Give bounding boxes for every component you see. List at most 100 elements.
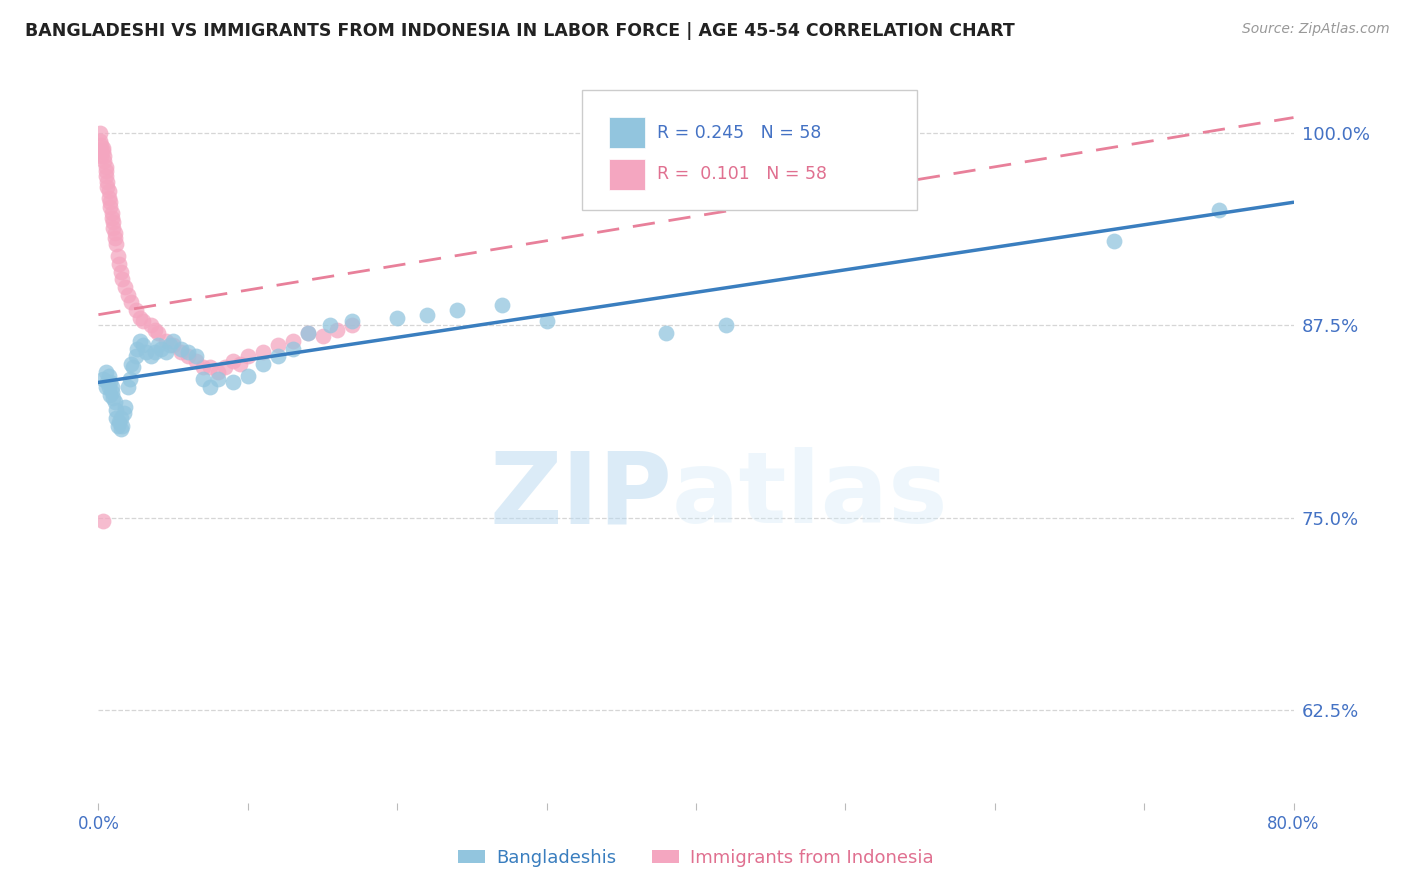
Point [94, 380, 117, 394]
Point [110, 410, 132, 425]
Point [281, 342, 304, 356]
Point [94, 365, 117, 379]
Point [117, 287, 139, 301]
Point [342, 314, 364, 328]
Point [143, 344, 166, 359]
Point [96, 179, 118, 194]
Point [446, 303, 468, 318]
Point [104, 230, 127, 244]
Point [110, 264, 132, 278]
Point [143, 323, 166, 337]
Point [125, 349, 148, 363]
Point [229, 357, 252, 371]
Point [169, 342, 191, 356]
Text: R = 0.245   N = 58: R = 0.245 N = 58 [657, 124, 821, 142]
Point [536, 314, 558, 328]
Point [127, 342, 149, 356]
Point [655, 326, 678, 340]
Point [252, 357, 274, 371]
Point [120, 357, 142, 371]
Point [103, 215, 125, 229]
Point [159, 338, 181, 352]
Point [252, 344, 274, 359]
Point [110, 422, 132, 436]
Legend: Bangladeshis, Immigrants from Indonesia: Bangladeshis, Immigrants from Indonesia [458, 849, 934, 867]
Point [207, 365, 229, 379]
Text: Source: ZipAtlas.com: Source: ZipAtlas.com [1241, 22, 1389, 37]
Point [89, 126, 111, 140]
Point [111, 272, 134, 286]
Point [107, 418, 129, 433]
Point [90, 145, 112, 159]
Point [96, 175, 118, 189]
Point [297, 326, 319, 340]
Point [139, 318, 162, 333]
Point [162, 334, 184, 348]
Point [105, 410, 128, 425]
Point [117, 380, 139, 394]
Point [96, 376, 118, 390]
Point [155, 344, 177, 359]
Point [148, 338, 170, 352]
Point [342, 318, 364, 333]
Text: ZIP: ZIP [489, 447, 672, 544]
Point [191, 372, 214, 386]
Point [94, 169, 117, 183]
Point [107, 249, 129, 263]
Point [139, 349, 162, 363]
Point [112, 406, 135, 420]
Point [416, 308, 439, 322]
Point [311, 329, 333, 343]
Point [236, 349, 259, 363]
Point [200, 380, 222, 394]
Point [129, 334, 152, 348]
Point [207, 372, 229, 386]
Text: atlas: atlas [672, 447, 949, 544]
Point [89, 134, 111, 148]
Point [132, 338, 155, 352]
Point [281, 334, 304, 348]
Point [94, 164, 117, 178]
Point [162, 338, 184, 352]
Point [222, 376, 245, 390]
Point [222, 354, 245, 368]
Point [91, 372, 114, 386]
Point [125, 303, 148, 318]
Point [103, 221, 125, 235]
Point [98, 195, 122, 210]
Point [714, 318, 737, 333]
Point [169, 344, 191, 359]
Point [101, 206, 124, 220]
Point [90, 149, 112, 163]
Point [101, 384, 124, 399]
Point [319, 318, 342, 333]
Point [267, 349, 290, 363]
Point [236, 369, 259, 384]
Point [101, 211, 124, 225]
Point [108, 257, 131, 271]
Text: R =  0.101   N = 58: R = 0.101 N = 58 [657, 166, 827, 184]
Point [93, 149, 115, 163]
Point [297, 326, 319, 340]
Point [108, 416, 131, 430]
Point [97, 369, 120, 384]
Point [200, 359, 222, 374]
Point [184, 349, 207, 363]
Point [385, 310, 409, 325]
FancyBboxPatch shape [582, 90, 917, 211]
Point [267, 338, 290, 352]
Point [103, 391, 125, 405]
Point [121, 359, 143, 374]
Point [114, 400, 136, 414]
Point [91, 141, 114, 155]
Point [135, 344, 157, 359]
Point [148, 326, 170, 340]
Point [214, 359, 236, 374]
Point [184, 354, 207, 368]
Point [191, 359, 214, 374]
Point [118, 372, 141, 386]
Point [150, 342, 173, 356]
Point [132, 314, 155, 328]
Point [120, 295, 142, 310]
Point [1208, 202, 1230, 217]
